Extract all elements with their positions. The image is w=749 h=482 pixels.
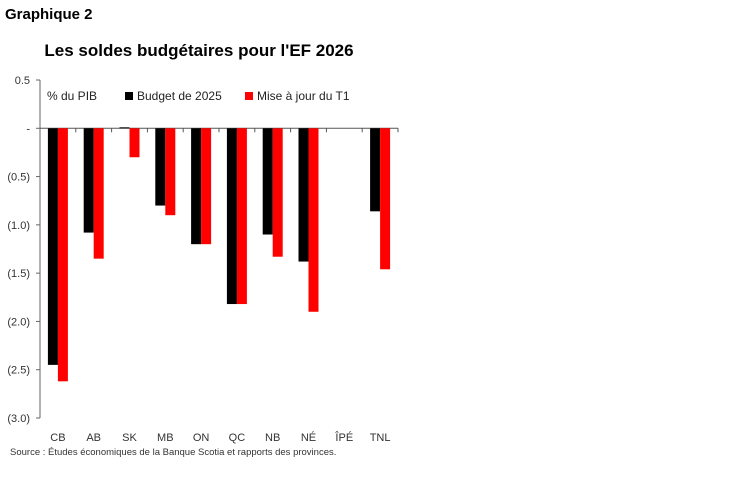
- chart-ticks: 0.5 - (0.5) (1.0) (1.5) (2.0) (2.5) (3.0) CB AB SK…: [7, 75, 390, 444]
- y-tick-label: (0.5): [7, 172, 30, 184]
- x-tick-label: MB: [157, 432, 174, 444]
- chart-axes: [36, 79, 399, 419]
- y-tick-label: 0.5: [15, 75, 30, 87]
- bar-budget-mb: [155, 128, 166, 206]
- x-tick-label: QC: [229, 432, 246, 444]
- bar-budget-nb: [262, 128, 273, 235]
- bar-update-nb: [272, 128, 283, 257]
- bar-budget-sk: [119, 127, 130, 129]
- bar-update-ab: [93, 128, 104, 259]
- x-tick-label: CB: [50, 432, 65, 444]
- bar-budget-ab: [83, 128, 94, 233]
- bar-update-mb: [165, 128, 176, 216]
- y-tick-label: (2.5): [7, 365, 30, 377]
- bar-update-cb: [57, 128, 68, 382]
- legend-label-budget: Budget de 2025: [137, 89, 222, 103]
- bar-budget-on: [191, 128, 202, 245]
- y-tick-label: (3.0): [7, 413, 30, 425]
- legend-swatch-update: [245, 92, 253, 100]
- y-tick-label: (1.5): [7, 268, 30, 280]
- bar-budget-qc: [226, 128, 237, 305]
- y-tick-label: (1.0): [7, 220, 30, 232]
- bar-update-on: [201, 128, 212, 245]
- chart-bars: [47, 127, 391, 382]
- x-tick-label: ON: [193, 432, 210, 444]
- legend-label-update: Mise à jour du T1: [257, 89, 350, 103]
- figure-label: Graphique 2: [5, 6, 93, 23]
- bar-budget-tnl: [370, 128, 381, 212]
- chart-title: Les soldes budgétaires pour l'EF 2026: [44, 41, 353, 60]
- x-tick-label: ÎPÉ: [334, 431, 353, 444]
- y-axis-unit-label: % du PIB: [47, 89, 97, 103]
- bar-update-sk: [129, 128, 140, 158]
- x-tick-label: TNL: [370, 432, 391, 444]
- x-tick-label: SK: [122, 432, 137, 444]
- bar-update-tnl: [380, 128, 391, 270]
- x-tick-label: AB: [86, 432, 101, 444]
- legend-swatch-budget: [125, 92, 133, 100]
- y-tick-label: (2.0): [7, 316, 30, 328]
- x-tick-label: NÉ: [301, 431, 316, 444]
- y-tick-label: -: [26, 123, 30, 135]
- x-tick-label: NB: [265, 432, 280, 444]
- bar-budget-né: [298, 128, 309, 262]
- bar-update-né: [308, 128, 319, 312]
- chart-legend: % du PIB Budget de 2025 Mise à jour du T…: [47, 89, 350, 103]
- bar-budget-cb: [47, 128, 58, 365]
- bar-update-qc: [236, 128, 247, 305]
- source-note: Source : Études économiques de la Banque…: [10, 447, 337, 458]
